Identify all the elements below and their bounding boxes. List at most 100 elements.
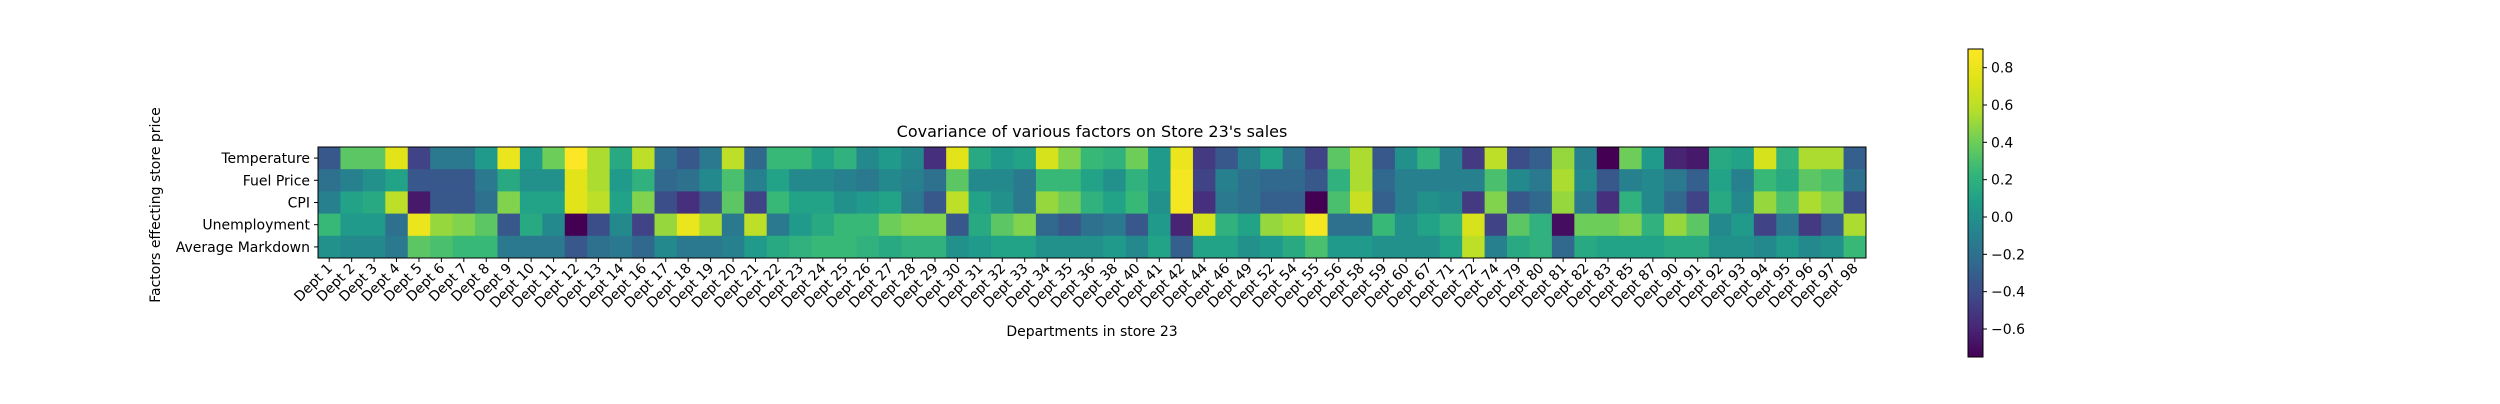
heatmap-cell bbox=[1619, 147, 1643, 170]
heatmap-cell bbox=[1013, 235, 1037, 259]
heatmap-cell bbox=[834, 147, 857, 170]
heatmap-cell bbox=[721, 213, 745, 237]
heatmap-cell bbox=[923, 235, 947, 259]
heatmap-cell bbox=[1305, 147, 1328, 170]
heatmap-cell bbox=[721, 169, 745, 192]
heatmap-cell bbox=[1821, 169, 1844, 192]
heatmap-cell bbox=[1417, 191, 1441, 214]
heatmap-cell bbox=[811, 147, 835, 170]
heatmap-cell bbox=[1462, 191, 1485, 214]
heatmap-cell bbox=[1843, 235, 1867, 259]
heatmap-cell bbox=[1013, 213, 1037, 237]
heatmap-cell bbox=[789, 191, 812, 214]
heatmap-cell bbox=[699, 191, 723, 214]
heatmap-cell bbox=[1192, 213, 1216, 237]
heatmap-cell bbox=[789, 147, 812, 170]
heatmap-cell bbox=[519, 213, 543, 237]
heatmap-cell bbox=[1350, 213, 1373, 237]
heatmap-cell bbox=[1148, 213, 1171, 237]
heatmap-cell bbox=[878, 191, 902, 214]
heatmap-cell bbox=[1753, 213, 1777, 237]
heatmap-cell bbox=[1439, 213, 1463, 237]
heatmap-cell bbox=[856, 169, 880, 192]
heatmap-cell bbox=[766, 169, 790, 192]
colorbar-tick-label: 0.4 bbox=[1991, 135, 2013, 151]
heatmap-cell bbox=[519, 169, 543, 192]
y-axis-label: Factors effecting store price bbox=[148, 107, 164, 302]
heatmap-cell bbox=[654, 147, 678, 170]
heatmap-cell bbox=[811, 191, 835, 214]
heatmap-cell bbox=[1215, 235, 1239, 259]
heatmap-cell bbox=[1798, 213, 1822, 237]
heatmap-cell bbox=[1170, 235, 1194, 259]
heatmap-cell bbox=[1551, 191, 1575, 214]
heatmap-cell bbox=[1686, 191, 1710, 214]
heatmap-cell bbox=[1664, 213, 1687, 237]
heatmap-cell bbox=[1798, 191, 1822, 214]
heatmap-cell bbox=[676, 147, 700, 170]
heatmap-cell bbox=[834, 213, 857, 237]
heatmap-cell bbox=[632, 169, 655, 192]
heatmap-cell bbox=[1058, 235, 1082, 259]
heatmap-cell bbox=[519, 235, 543, 259]
heatmap-cell bbox=[1103, 169, 1127, 192]
heatmap-cell bbox=[1103, 147, 1127, 170]
heatmap-cell bbox=[1798, 235, 1822, 259]
heatmap-cell bbox=[1170, 147, 1194, 170]
heatmap-cell bbox=[1103, 213, 1127, 237]
heatmap-cell bbox=[856, 213, 880, 237]
heatmap-cell bbox=[923, 169, 947, 192]
heatmap-cell bbox=[1170, 213, 1194, 237]
colorbar-tick-label: 0.6 bbox=[1991, 98, 2013, 114]
heatmap-cell bbox=[1664, 147, 1687, 170]
heatmap-cell bbox=[766, 147, 790, 170]
heatmap-cell bbox=[1080, 213, 1104, 237]
heatmap-cell bbox=[407, 169, 431, 192]
heatmap-cell bbox=[789, 235, 812, 259]
heatmap-cell bbox=[676, 191, 700, 214]
heatmap-cell bbox=[1484, 235, 1508, 259]
heatmap-cell bbox=[609, 213, 633, 237]
heatmap-cell bbox=[946, 191, 969, 214]
heatmap-cell bbox=[1372, 147, 1396, 170]
heatmap-cell bbox=[609, 191, 633, 214]
heatmap-cell bbox=[1731, 235, 1755, 259]
heatmap-cell bbox=[1462, 169, 1485, 192]
heatmap-cell bbox=[497, 235, 521, 259]
heatmap-cell bbox=[609, 147, 633, 170]
heatmap-cell bbox=[1282, 169, 1306, 192]
row-label: Fuel Price bbox=[243, 173, 310, 189]
heatmap-cell bbox=[1372, 213, 1396, 237]
heatmap-cell bbox=[1574, 169, 1598, 192]
heatmap-cell bbox=[1507, 213, 1530, 237]
heatmap-cell bbox=[1372, 235, 1396, 259]
chart-title: Covariance of various factors on Store 2… bbox=[897, 122, 1288, 141]
heatmap-cell bbox=[1170, 169, 1194, 192]
heatmap-cell bbox=[676, 213, 700, 237]
heatmap-cell bbox=[1237, 213, 1261, 237]
heatmap-cell bbox=[1327, 213, 1351, 237]
heatmap-cell bbox=[699, 235, 723, 259]
heatmap-cell bbox=[564, 147, 588, 170]
heatmap-cell bbox=[1058, 191, 1082, 214]
heatmap-cell bbox=[789, 213, 812, 237]
heatmap-cell bbox=[1327, 191, 1351, 214]
heatmap-cell bbox=[1125, 169, 1149, 192]
colorbar bbox=[1967, 48, 1984, 358]
heatmap-cell bbox=[968, 235, 992, 259]
heatmap-cell bbox=[744, 191, 768, 214]
heatmap-cell bbox=[1080, 169, 1104, 192]
heatmap-cell bbox=[542, 235, 566, 259]
heatmap-cell bbox=[1282, 213, 1306, 237]
heatmap-cell bbox=[1798, 169, 1822, 192]
heatmap-cell bbox=[452, 147, 476, 170]
heatmap-cell bbox=[676, 235, 700, 259]
heatmap-cell bbox=[834, 169, 857, 192]
heatmap-cell bbox=[1686, 213, 1710, 237]
heatmap-cell bbox=[946, 213, 969, 237]
heatmap-cell bbox=[1282, 235, 1306, 259]
heatmap-cell bbox=[1058, 147, 1082, 170]
heatmap-cell bbox=[340, 213, 364, 237]
heatmap-cell bbox=[654, 169, 678, 192]
heatmap-cell bbox=[1574, 213, 1598, 237]
